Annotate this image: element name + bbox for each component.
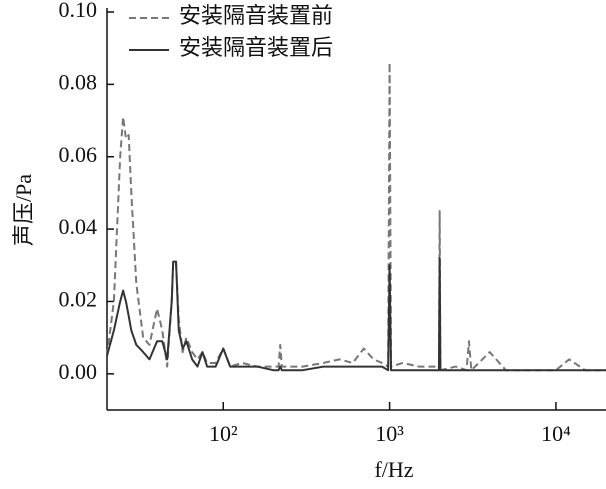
y-tick-label: 0.08: [59, 69, 98, 94]
y-tick-label: 0.00: [59, 359, 98, 384]
series-line: [106, 257, 606, 372]
series-line: [106, 61, 606, 372]
x-tick-label: 10²: [209, 421, 238, 446]
legend-label: 安装隔音装置前: [179, 3, 333, 28]
x-axis-label: f/Hz: [374, 457, 413, 482]
legend-label: 安装隔音装置后: [179, 35, 333, 60]
y-tick-label: 0.10: [59, 0, 98, 22]
x-tick-label: 10⁴: [541, 421, 571, 446]
y-tick-label: 0.06: [59, 142, 98, 167]
y-tick-label: 0.04: [59, 214, 98, 239]
x-tick-label: 10³: [375, 421, 404, 446]
y-axis-label: 声压/Pa: [11, 174, 36, 246]
y-tick-label: 0.02: [59, 287, 98, 312]
